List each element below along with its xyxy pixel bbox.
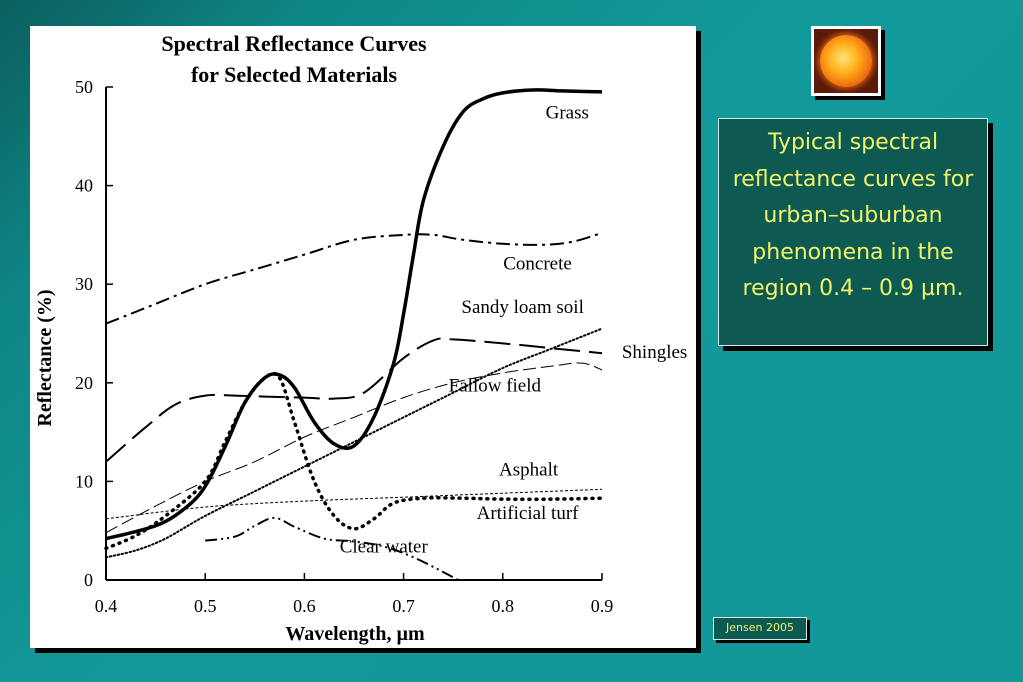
series-line-grass	[105, 88, 603, 541]
y-axis-label: Reflectance (%)	[34, 289, 56, 426]
caption-text: Typical spectral reflectance curves for …	[732, 130, 974, 301]
y-tick-label: 50	[75, 77, 93, 97]
y-tick-label: 20	[75, 373, 93, 393]
x-tick-label: 0.8	[492, 596, 515, 616]
x-tick-label: 0.6	[293, 596, 316, 616]
series-label-fallow-field: Fallow field	[449, 376, 542, 397]
series-label-clear-water: Clear water	[340, 536, 429, 557]
reflectance-chart: Spectral Reflectance Curves for Selected…	[34, 31, 687, 645]
series-label-sandy-loam-soil: Sandy loam soil	[461, 297, 583, 318]
series-line-fallow-field	[105, 362, 603, 534]
sun-icon	[820, 35, 872, 87]
series-label-artificial-turf: Artificial turf	[477, 503, 579, 524]
series-line-artificial-turf	[104, 371, 604, 551]
sun-image	[811, 26, 881, 96]
chart-title: Spectral Reflectance Curves	[161, 31, 427, 56]
series-line-shingles	[105, 337, 603, 463]
x-axis-label: Wavelength, µm	[285, 623, 425, 645]
caption-box: Typical spectral reflectance curves for …	[718, 118, 988, 346]
chart-subtitle: for Selected Materials	[191, 62, 398, 87]
y-tick-label: 0	[84, 570, 93, 590]
series-label-grass: Grass	[546, 103, 589, 124]
series-label-concrete: Concrete	[503, 253, 572, 274]
y-tick-label: 40	[75, 176, 93, 196]
series-line-sandy-loam-soil	[105, 327, 603, 559]
x-tick-label: 0.4	[95, 596, 118, 616]
series-label-shingles: Shingles	[622, 342, 687, 363]
x-tick-label: 0.5	[194, 596, 217, 616]
x-tick-label: 0.7	[392, 596, 415, 616]
credit-text: Jensen 2005	[726, 621, 794, 634]
series-line-concrete	[105, 231, 603, 325]
y-tick-label: 10	[75, 471, 93, 491]
x-tick-label: 0.9	[591, 596, 614, 616]
y-tick-label: 30	[75, 274, 93, 294]
credit-box: Jensen 2005	[713, 617, 807, 640]
series-line-clear-water	[205, 516, 459, 581]
chart-panel: Spectral Reflectance Curves for Selected…	[30, 26, 696, 648]
series-label-asphalt: Asphalt	[499, 459, 559, 480]
